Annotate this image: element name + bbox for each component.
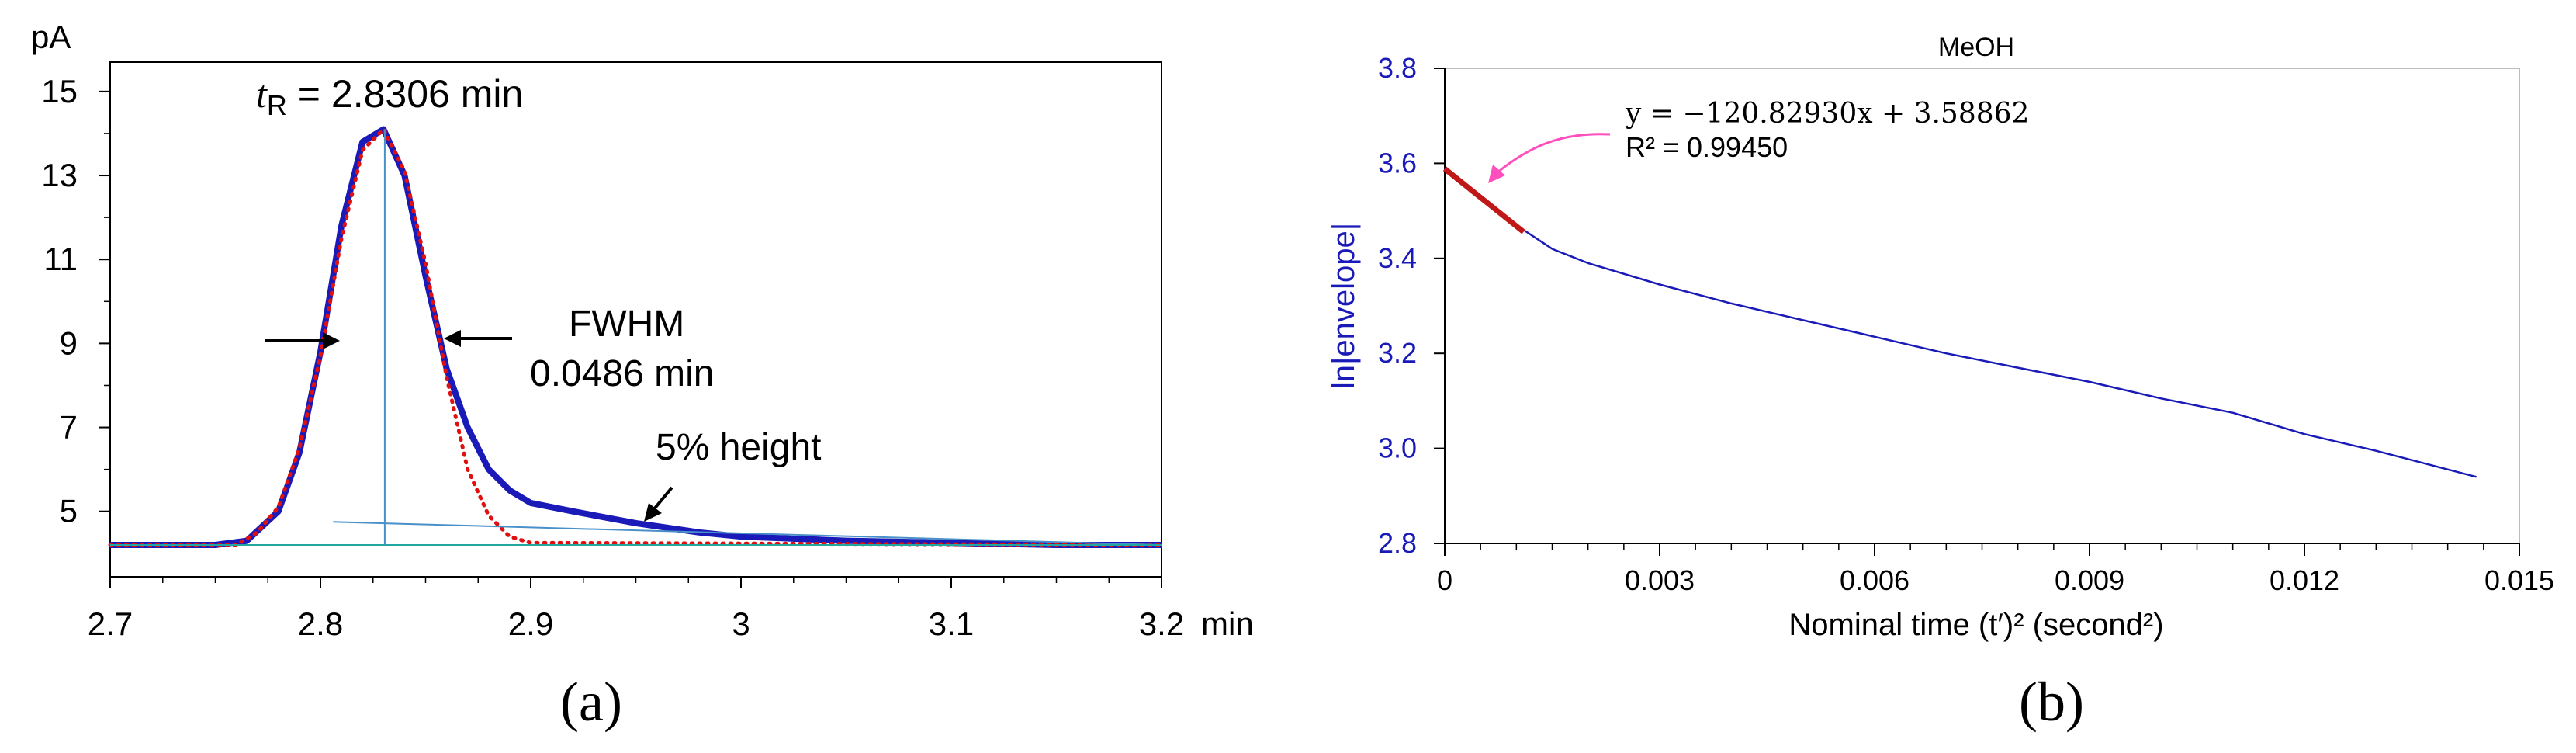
fit-pointer-arrow [1488,133,1611,183]
panel-a-y-axis-label: pA [31,19,71,55]
panel-b-y-axis-label: ln|envelope| [1327,223,1361,389]
panel-a-x-tick-label: 2.9 [508,606,553,642]
panel-a-x-unit: min [1201,606,1254,642]
tr-annotation: tR = 2.8306 min [256,72,523,121]
panel-b-x-tick-label: 0.009 [2055,564,2124,596]
height-label: 5% height [656,427,822,468]
panel-b-x-axis-label: Nominal time (t′)² (second²) [1788,608,2163,642]
panel-b-ticks: 0 0.003 0.006 0.009 0.012 0.015 2.8 3.0 3.2 3.4 3.… [1378,52,2554,596]
panel-b-label: (b) [2019,671,2084,733]
panel-b-x-tick-label: 0.015 [2484,564,2554,596]
panel-b-series [1442,166,2477,478]
panel-b-x-tick-label: 0.012 [2270,564,2339,596]
fwhm-value: 0.0486 min [530,353,715,394]
panel-b-y-tick-label: 3.8 [1378,52,1417,84]
panel-b-y-tick-label: 2.8 [1378,527,1417,559]
tr-value: = 2.8306 min [287,72,523,116]
panel-a-x-tick-label: 2.7 [88,606,133,642]
panel-a-y-tick-label: 15 [41,73,78,109]
panel-b-y-tick-label: 3.2 [1378,337,1417,369]
fit-equation: y = −120.82930x + 3.58862 [1625,98,2029,130]
gaussian-fit-line [108,127,1164,547]
panel-a-y-tick-label: 5 [60,493,78,529]
panel-a-y-tick-label: 9 [60,324,78,361]
panel-a-series [108,126,1164,548]
panel-a-label: (a) [560,671,622,733]
panel-b-title: MeOH [1938,33,2014,62]
panel-a-x-tick-label: 3 [732,606,750,642]
panel-a-y-tick-label: 13 [41,157,78,193]
panel-a-ticks: 2.7 2.8 2.9 3 3.1 3.2 5 7 9 11 13 15 [41,73,1184,642]
panel-a-x-tick-label: 3.2 [1139,606,1184,642]
panel-a-y-tick-label: 11 [43,241,78,277]
panel-b-x-tick-label: 0 [1437,564,1452,596]
fwhm-left-arrow [265,332,340,349]
panel-b-y-tick-label: 3.6 [1378,147,1417,179]
tr-subscript: R [267,89,287,121]
fit-r2: R² = 0.99450 [1626,131,1788,163]
fwhm-right-arrow [444,330,512,347]
panel-b-x-tick-label: 0.003 [1625,564,1695,596]
panel-b: 0 0.003 0.006 0.009 0.012 0.015 2.8 3.0 3.2 3.4 3.… [1327,33,2554,733]
panel-b-plot-frame [1444,68,2520,544]
height-arrow [644,486,673,522]
panel-a-x-tick-label: 3.1 [929,606,974,642]
panel-b-x-tick-label: 0.006 [1840,564,1909,596]
tail-baseline-line [333,521,1162,546]
linear-fit-line [1442,166,1525,234]
panel-b-y-tick-label: 3.4 [1378,242,1417,274]
panel-a: 2.7 2.8 2.9 3 3.1 3.2 5 7 9 11 13 15 pA min tR = 2.… [31,19,1254,733]
tr-symbol: t [256,72,268,116]
panel-a-x-tick-label: 2.8 [298,606,343,642]
panel-a-y-tick-label: 7 [60,409,78,446]
envelope-curve-line [1444,167,2477,478]
fwhm-label: FWHM [569,304,684,345]
panel-b-y-tick-label: 3.0 [1378,432,1417,464]
